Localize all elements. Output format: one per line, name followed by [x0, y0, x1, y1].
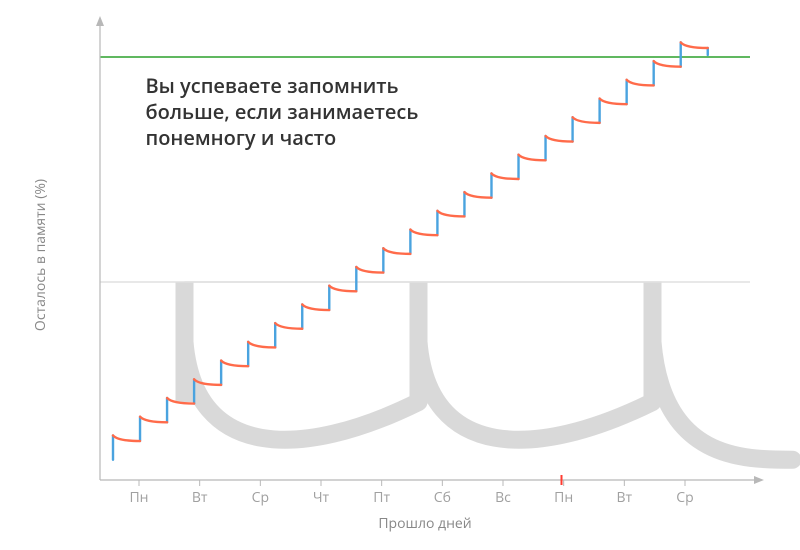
- x-tick-label: Ср: [252, 488, 269, 507]
- headline-line: понемногу и часто: [146, 124, 337, 151]
- y-axis-label: Осталось в памяти (%): [31, 179, 50, 331]
- x-tick-label: Ср: [676, 488, 693, 507]
- x-tick-label: Вт: [617, 488, 633, 507]
- x-axis-label: Прошло дней: [378, 514, 471, 533]
- x-tick-label: Сб: [434, 488, 451, 507]
- x-tick-label: Пн: [554, 488, 573, 507]
- headline-line: больше, если занимаетесь: [146, 98, 419, 125]
- x-tick-label: Вт: [192, 488, 208, 507]
- headline-line: Вы успеваете запомнить: [146, 72, 399, 99]
- x-tick-label: Чт: [313, 488, 330, 507]
- x-tick-label: Пн: [129, 488, 148, 507]
- x-tick-label: Пт: [373, 488, 390, 507]
- memory-retention-chart: Пн Вт Ср Чт Пт Сб Вс Пн Вт Ср Прошло дней Осталось …: [0, 0, 800, 550]
- x-tick-label: Вс: [495, 488, 511, 507]
